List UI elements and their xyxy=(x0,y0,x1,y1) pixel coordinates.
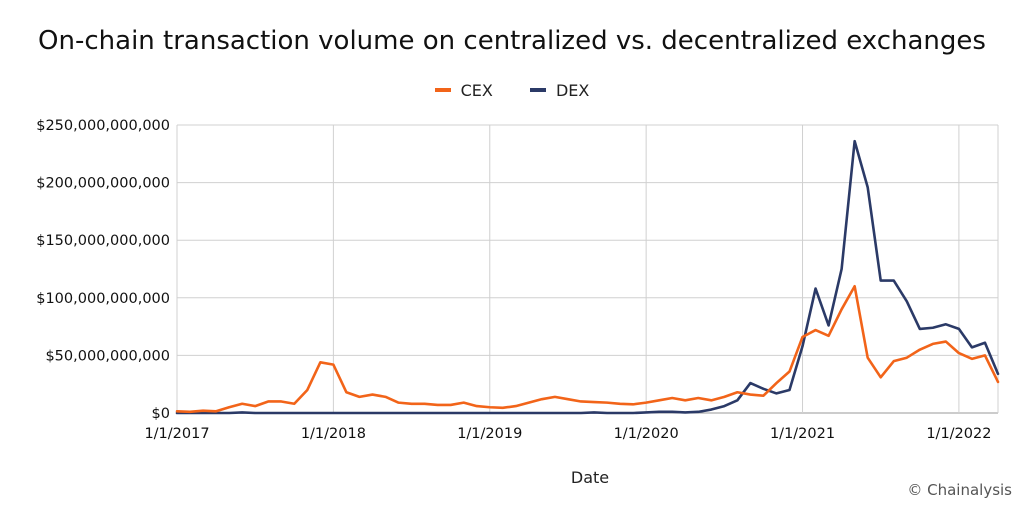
y-tick-label: $250,000,000,000 xyxy=(36,118,170,134)
legend-item-dex: DEX xyxy=(529,80,590,100)
x-axis-label: Date xyxy=(570,468,610,487)
legend-item-cex: CEX xyxy=(434,80,493,100)
y-tick-label: $0 xyxy=(152,406,170,422)
series-line-cex xyxy=(175,284,1000,414)
y-tick-label: $100,000,000,000 xyxy=(36,291,170,307)
legend-swatch-cex xyxy=(434,88,451,92)
y-tick-label: $150,000,000,000 xyxy=(36,233,170,249)
x-tick-label: 1/1/2018 xyxy=(301,426,366,442)
series-line-dex xyxy=(175,139,1000,415)
x-tick-label: 1/1/2017 xyxy=(144,426,209,442)
y-tick-label: $50,000,000,000 xyxy=(45,348,170,364)
x-tick-label: 1/1/2020 xyxy=(614,426,679,442)
legend-swatch-dex xyxy=(529,88,546,92)
x-tick-label: 1/1/2022 xyxy=(926,426,991,442)
chart-legend: CEX DEX xyxy=(0,77,1024,100)
x-tick-label: 1/1/2019 xyxy=(457,426,522,442)
legend-label-cex: CEX xyxy=(460,80,493,100)
chart-title: On-chain transaction volume on centraliz… xyxy=(38,26,986,56)
legend-label-dex: DEX xyxy=(555,80,590,100)
y-tick-label: $200,000,000,000 xyxy=(36,176,170,192)
credit-text: © Chainalysis xyxy=(907,481,1012,499)
x-tick-label: 1/1/2021 xyxy=(770,426,835,442)
